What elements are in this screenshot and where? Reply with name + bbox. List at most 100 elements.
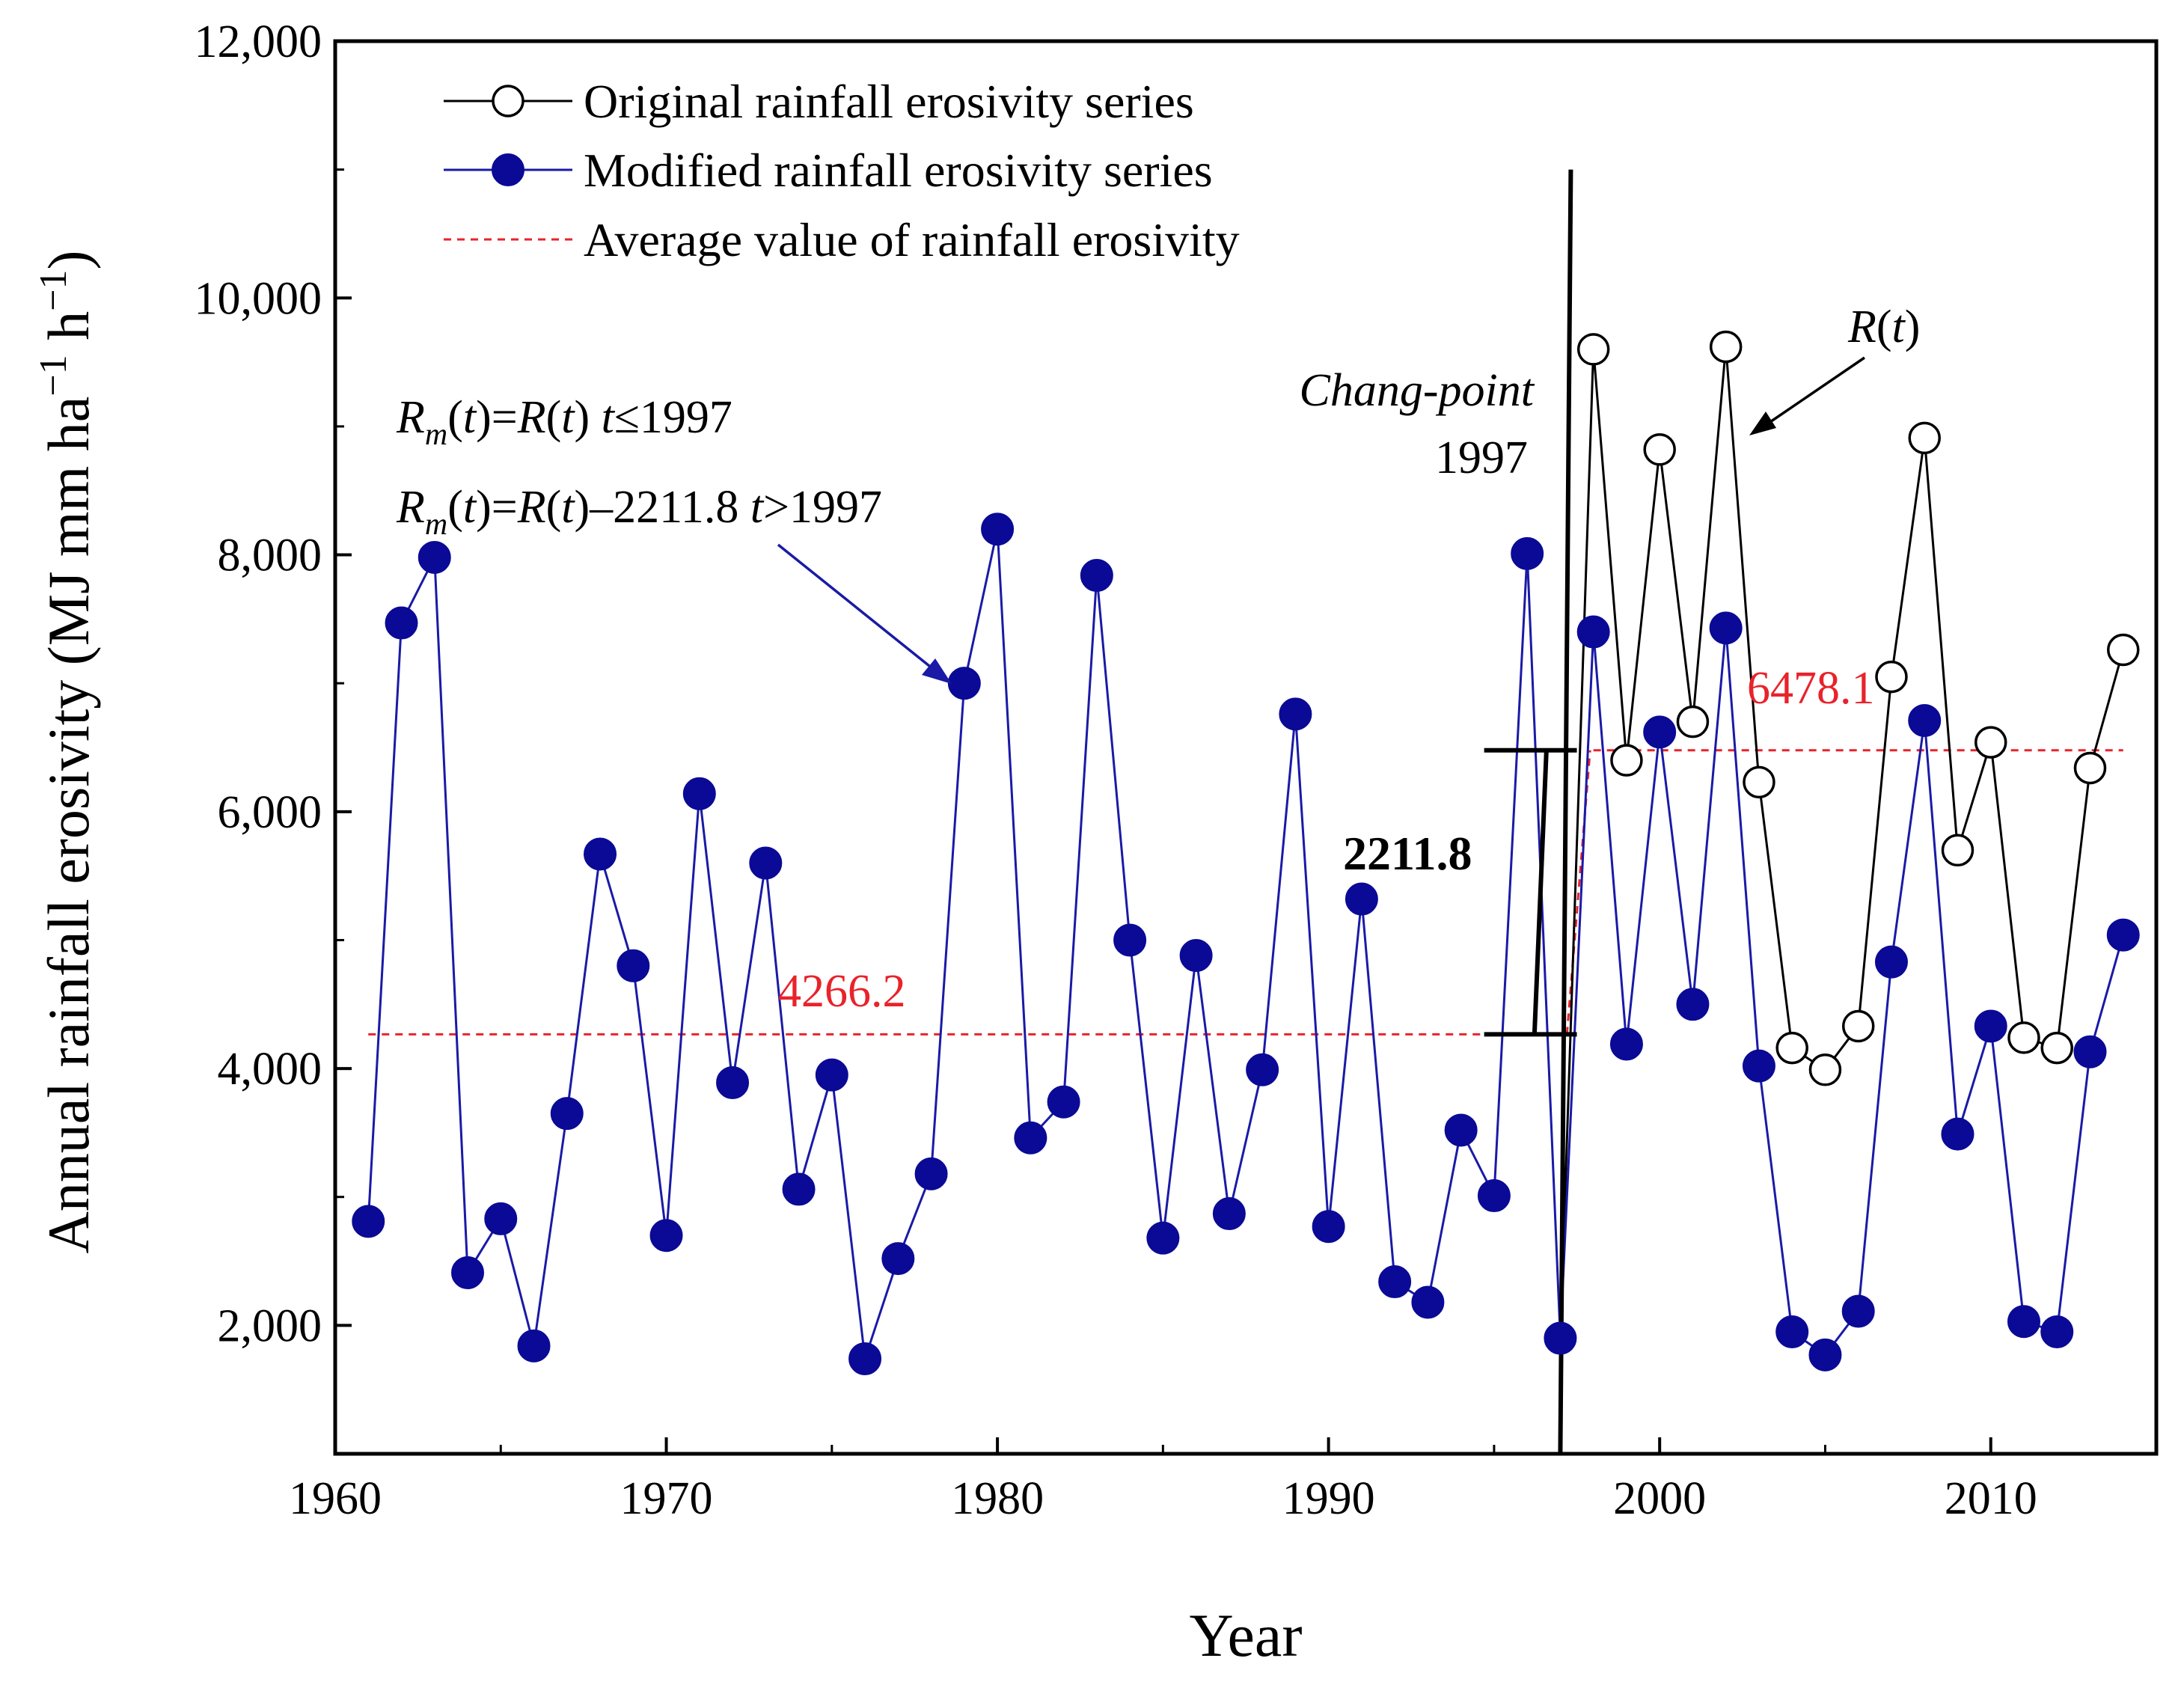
- data-point-modified: [1179, 939, 1213, 973]
- data-point-modified: [1345, 882, 1378, 916]
- x-tick-label: 1970: [620, 1473, 713, 1524]
- data-point-modified: [1742, 1049, 1775, 1083]
- legend: Original rainfall erosivity series Modif…: [444, 75, 1240, 266]
- data-point-modified: [716, 1065, 750, 1099]
- legend-entry-original: Original rainfall erosivity series: [444, 75, 1194, 128]
- svg-text:Annual rainfall erosivity (MJ: Annual rainfall erosivity (MJ mm ha−1 h−…: [32, 250, 101, 1253]
- x-tick-label: 1990: [1282, 1473, 1375, 1524]
- data-point-original: [2040, 1031, 2073, 1065]
- data-point-modified: [584, 837, 617, 871]
- data-point-original: [1974, 726, 2007, 759]
- data-point-modified: [1874, 945, 1908, 979]
- data-point-modified: [2106, 918, 2140, 952]
- data-point-original: [1841, 1009, 1875, 1043]
- difference-label: 2211.8: [1343, 827, 1472, 880]
- data-point-original: [1808, 1053, 1842, 1086]
- y-tick-label: 6,000: [218, 787, 322, 838]
- data-point-original: [1875, 660, 1908, 694]
- data-point-original: [1908, 421, 1941, 455]
- legend-marker-filled-circle: [492, 153, 524, 186]
- data-point-modified: [981, 513, 1015, 546]
- difference-bar-vertical: [1532, 750, 1549, 1035]
- data-point-modified: [1908, 703, 1942, 737]
- data-point-modified: [1279, 697, 1312, 731]
- data-point-modified: [1113, 923, 1147, 957]
- y-tick-label: 2,000: [218, 1300, 322, 1351]
- formula-line-1: Rm(t)=R(t) t≤1997: [396, 392, 732, 452]
- series-original-line: [1559, 346, 2125, 1339]
- data-point-original: [1610, 744, 1643, 777]
- data-point-modified: [484, 1202, 518, 1235]
- rt-arrow: [1749, 356, 1865, 435]
- data-point-modified: [649, 1219, 683, 1253]
- data-point-modified: [2040, 1315, 2074, 1348]
- data-point-modified: [1312, 1210, 1345, 1244]
- y-axis-title: Annual rainfall erosivity (MJ mm ha−1 h−…: [32, 250, 101, 1253]
- legend-marker-open-circle: [492, 85, 524, 117]
- svg-text:Original rainfall erosivity se: Original rainfall erosivity series: [584, 75, 1194, 128]
- data-point-modified: [1643, 715, 1677, 749]
- y-tick-label: 8,000: [218, 530, 322, 581]
- data-point-modified: [2007, 1305, 2040, 1339]
- data-point-original: [2073, 751, 2107, 785]
- series-original-points: [1576, 330, 2140, 1086]
- data-point-modified: [1246, 1053, 1279, 1086]
- data-point-modified: [1941, 1117, 1975, 1151]
- data-point-modified: [1014, 1121, 1047, 1155]
- data-point-modified: [550, 1097, 584, 1131]
- data-point-modified: [782, 1172, 816, 1206]
- y-axis-ticks: 2,000 4,000 6,000 8,000 10,000 12,000: [195, 16, 352, 1455]
- svg-text:Average value of rainfall eros: Average value of rainfall erosivity: [584, 213, 1240, 266]
- average-label-2: 6478.1: [1747, 663, 1875, 714]
- data-point-modified: [1212, 1197, 1246, 1231]
- data-point-modified: [1378, 1265, 1412, 1299]
- change-point-year: 1997: [1435, 432, 1528, 483]
- data-point-modified: [517, 1329, 551, 1363]
- data-point-modified: [1974, 1009, 2007, 1043]
- average-connector: [1565, 750, 1591, 1035]
- data-point-original: [1775, 1031, 1808, 1065]
- data-point-modified: [881, 1242, 915, 1276]
- data-point-modified: [1808, 1338, 1842, 1371]
- data-point-modified: [1511, 536, 1544, 570]
- legend-entry-average: Average value of rainfall erosivity: [444, 213, 1240, 266]
- x-tick-label: 1980: [951, 1473, 1044, 1524]
- data-point-modified: [848, 1342, 882, 1375]
- formula-line-2: Rm(t)=R(t)–2211.8 t>1997: [396, 482, 882, 542]
- y-tick-label: 12,000: [195, 16, 322, 67]
- y-tick-label: 4,000: [218, 1044, 322, 1095]
- formula-arrow: [777, 543, 952, 684]
- data-point-modified: [417, 540, 451, 574]
- plot-frame: [333, 39, 2159, 1456]
- average-label-1: 4266.2: [778, 966, 906, 1017]
- data-point-modified: [947, 667, 981, 700]
- data-point-modified: [1080, 559, 1113, 593]
- data-point-modified: [1047, 1085, 1080, 1119]
- data-point-original: [1709, 330, 1743, 364]
- change-point-line: [1558, 169, 1573, 1455]
- change-point-markers: [1484, 169, 1577, 1455]
- data-point-original: [2007, 1021, 2040, 1054]
- data-point-original: [1941, 834, 1975, 867]
- data-point-modified: [385, 606, 418, 640]
- svg-text:Modified rainfall erosivity se: Modified rainfall erosivity series: [584, 144, 1213, 197]
- x-tick-label: 2000: [1613, 1473, 1706, 1524]
- x-tick-label: 2010: [1945, 1473, 2037, 1524]
- data-point-modified: [815, 1058, 848, 1092]
- data-point-modified: [1411, 1285, 1445, 1319]
- data-point-modified: [451, 1256, 485, 1289]
- data-point-modified: [2073, 1035, 2107, 1068]
- data-point-modified: [1709, 611, 1743, 645]
- data-point-modified: [1676, 988, 1710, 1021]
- data-point-modified: [617, 949, 650, 982]
- data-point-modified: [1477, 1179, 1511, 1213]
- data-point-original: [1643, 433, 1676, 466]
- data-point-modified: [352, 1205, 385, 1238]
- series-line: [1559, 346, 2125, 1339]
- x-axis-ticks: 1960 1970 1980 1990 2000 2010: [289, 1437, 2037, 1524]
- data-point-modified: [1775, 1315, 1809, 1348]
- x-tick-label: 1960: [289, 1473, 382, 1524]
- data-point-modified: [1576, 615, 1610, 649]
- data-point-original: [1743, 765, 1775, 799]
